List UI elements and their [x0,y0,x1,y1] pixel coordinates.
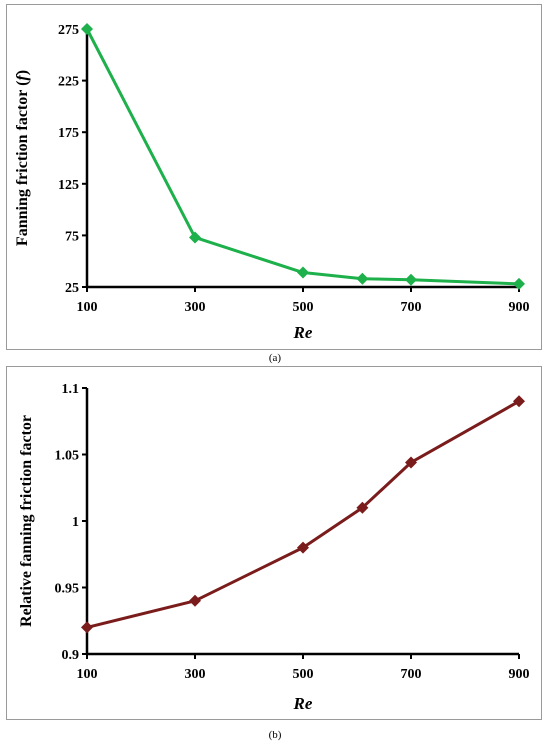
y-tick-label: 1.05 [55,449,80,464]
x-tick-label: 700 [401,667,422,682]
data-point-marker [297,541,309,554]
caption-a: (a) [268,352,282,364]
x-tick-label: 100 [77,300,98,315]
x-tick-label: 300 [185,300,206,315]
x-tick-label: 700 [401,300,422,315]
chart-panel-a: 25 75 125 175 225 275 100 300 500 700 900 Re Fanning… [6,4,542,350]
y-tick-label: 175 [58,126,79,141]
x-axis-label: Re [293,323,313,342]
x-axis-label: Re [293,694,313,713]
x-tick-label: 500 [293,667,314,682]
chart-panel-b: 0.9 0.95 1 1.05 1.1 100 300 500 700 900 Re Relative… [6,366,542,720]
chart-a-svg: 25 75 125 175 225 275 100 300 500 700 900 Re Fanning… [14,23,530,342]
y-axis-label: Relative fanning friction factor [18,415,35,627]
data-point-marker [297,266,309,279]
y-tick-label: 275 [58,23,79,38]
data-point-marker [405,273,417,286]
y-tick-label: 0.9 [62,648,80,663]
data-point-marker [513,395,525,408]
caption-b: (b) [268,729,282,741]
data-point-marker [189,231,201,244]
data-point-marker [189,594,201,607]
series-line [85,28,520,286]
x-tick-label: 300 [185,667,206,682]
data-point-marker [81,23,93,35]
data-point-marker [356,501,369,514]
x-tick-label: 900 [509,667,530,682]
y-tick-label: 75 [65,229,79,244]
data-point-marker [81,621,93,634]
chart-b-svg: 0.9 0.95 1 1.05 1.1 100 300 500 700 900 Re Relative… [18,382,530,713]
x-tick-label: 900 [509,300,530,315]
series-line [86,399,520,629]
y-tick-label: 1 [72,515,79,530]
data-point-marker [513,277,525,290]
y-tick-label: 0.95 [55,582,80,597]
data-point-marker [356,272,369,285]
y-tick-label: 25 [65,281,79,296]
y-tick-label: 125 [58,178,79,193]
y-tick-label: 225 [58,75,79,90]
y-axis-label: Fanning friction factor (f) [14,70,31,246]
x-tick-label: 500 [293,300,314,315]
x-tick-label: 100 [77,667,98,682]
data-point-marker [405,456,417,469]
y-tick-label: 1.1 [62,382,80,397]
